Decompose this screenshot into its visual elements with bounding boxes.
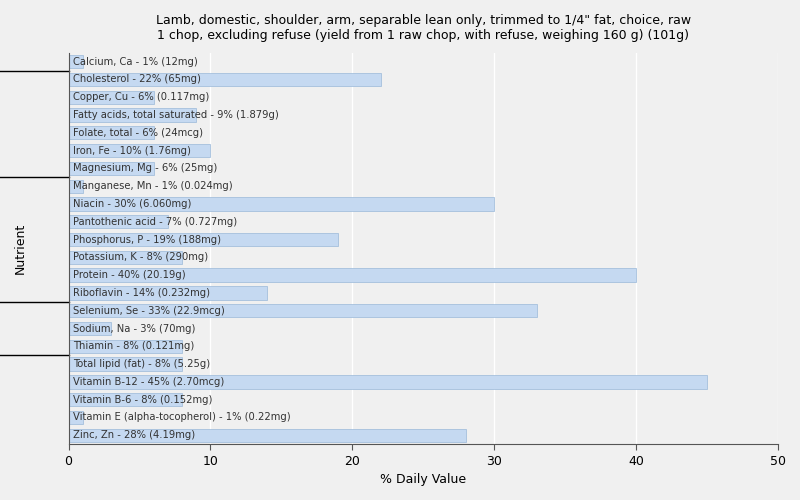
Text: Thiamin - 8% (0.121mg): Thiamin - 8% (0.121mg) — [73, 342, 194, 351]
Bar — [69, 198, 494, 210]
Text: Total lipid (fat) - 8% (5.25g): Total lipid (fat) - 8% (5.25g) — [73, 359, 210, 369]
Bar — [69, 144, 210, 158]
Text: Protein - 40% (20.19g): Protein - 40% (20.19g) — [73, 270, 186, 280]
Text: Phosphorus, P - 19% (188mg): Phosphorus, P - 19% (188mg) — [73, 234, 221, 244]
Bar — [69, 250, 182, 264]
Text: Zinc, Zn - 28% (4.19mg): Zinc, Zn - 28% (4.19mg) — [73, 430, 195, 440]
Text: Niacin - 30% (6.060mg): Niacin - 30% (6.060mg) — [73, 199, 191, 209]
Bar — [69, 304, 537, 318]
Text: Selenium, Se - 33% (22.9mcg): Selenium, Se - 33% (22.9mcg) — [73, 306, 225, 316]
Bar — [69, 73, 381, 86]
Bar — [69, 215, 168, 228]
Bar — [69, 162, 154, 175]
Bar — [69, 375, 707, 388]
Text: Vitamin B-12 - 45% (2.70mcg): Vitamin B-12 - 45% (2.70mcg) — [73, 377, 224, 387]
Bar — [69, 322, 111, 335]
Text: Sodium, Na - 3% (70mg): Sodium, Na - 3% (70mg) — [73, 324, 195, 334]
Bar — [69, 126, 154, 140]
Text: Magnesium, Mg - 6% (25mg): Magnesium, Mg - 6% (25mg) — [73, 164, 217, 173]
Text: Riboflavin - 14% (0.232mg): Riboflavin - 14% (0.232mg) — [73, 288, 210, 298]
Text: Fatty acids, total saturated - 9% (1.879g): Fatty acids, total saturated - 9% (1.879… — [73, 110, 278, 120]
Text: Copper, Cu - 6% (0.117mg): Copper, Cu - 6% (0.117mg) — [73, 92, 209, 102]
Text: Potassium, K - 8% (290mg): Potassium, K - 8% (290mg) — [73, 252, 208, 262]
Bar — [69, 268, 636, 282]
Bar — [69, 358, 182, 371]
Bar — [69, 340, 182, 353]
Text: Folate, total - 6% (24mcg): Folate, total - 6% (24mcg) — [73, 128, 203, 138]
Bar — [69, 180, 82, 193]
Bar — [69, 428, 466, 442]
Bar — [69, 55, 82, 68]
Title: Lamb, domestic, shoulder, arm, separable lean only, trimmed to 1/4" fat, choice,: Lamb, domestic, shoulder, arm, separable… — [156, 14, 691, 42]
Y-axis label: Nutrient: Nutrient — [14, 223, 27, 274]
Bar — [69, 108, 196, 122]
Bar — [69, 411, 82, 424]
Text: Calcium, Ca - 1% (12mg): Calcium, Ca - 1% (12mg) — [73, 56, 198, 66]
Bar — [69, 233, 338, 246]
Bar — [69, 393, 182, 406]
Text: Vitamin E (alpha-tocopherol) - 1% (0.22mg): Vitamin E (alpha-tocopherol) - 1% (0.22m… — [73, 412, 290, 422]
Text: Vitamin B-6 - 8% (0.152mg): Vitamin B-6 - 8% (0.152mg) — [73, 394, 212, 404]
Text: Manganese, Mn - 1% (0.024mg): Manganese, Mn - 1% (0.024mg) — [73, 181, 233, 191]
Text: Iron, Fe - 10% (1.76mg): Iron, Fe - 10% (1.76mg) — [73, 146, 190, 156]
X-axis label: % Daily Value: % Daily Value — [380, 473, 466, 486]
Bar — [69, 286, 267, 300]
Bar — [69, 90, 154, 104]
Text: Cholesterol - 22% (65mg): Cholesterol - 22% (65mg) — [73, 74, 201, 85]
Text: Pantothenic acid - 7% (0.727mg): Pantothenic acid - 7% (0.727mg) — [73, 217, 237, 227]
